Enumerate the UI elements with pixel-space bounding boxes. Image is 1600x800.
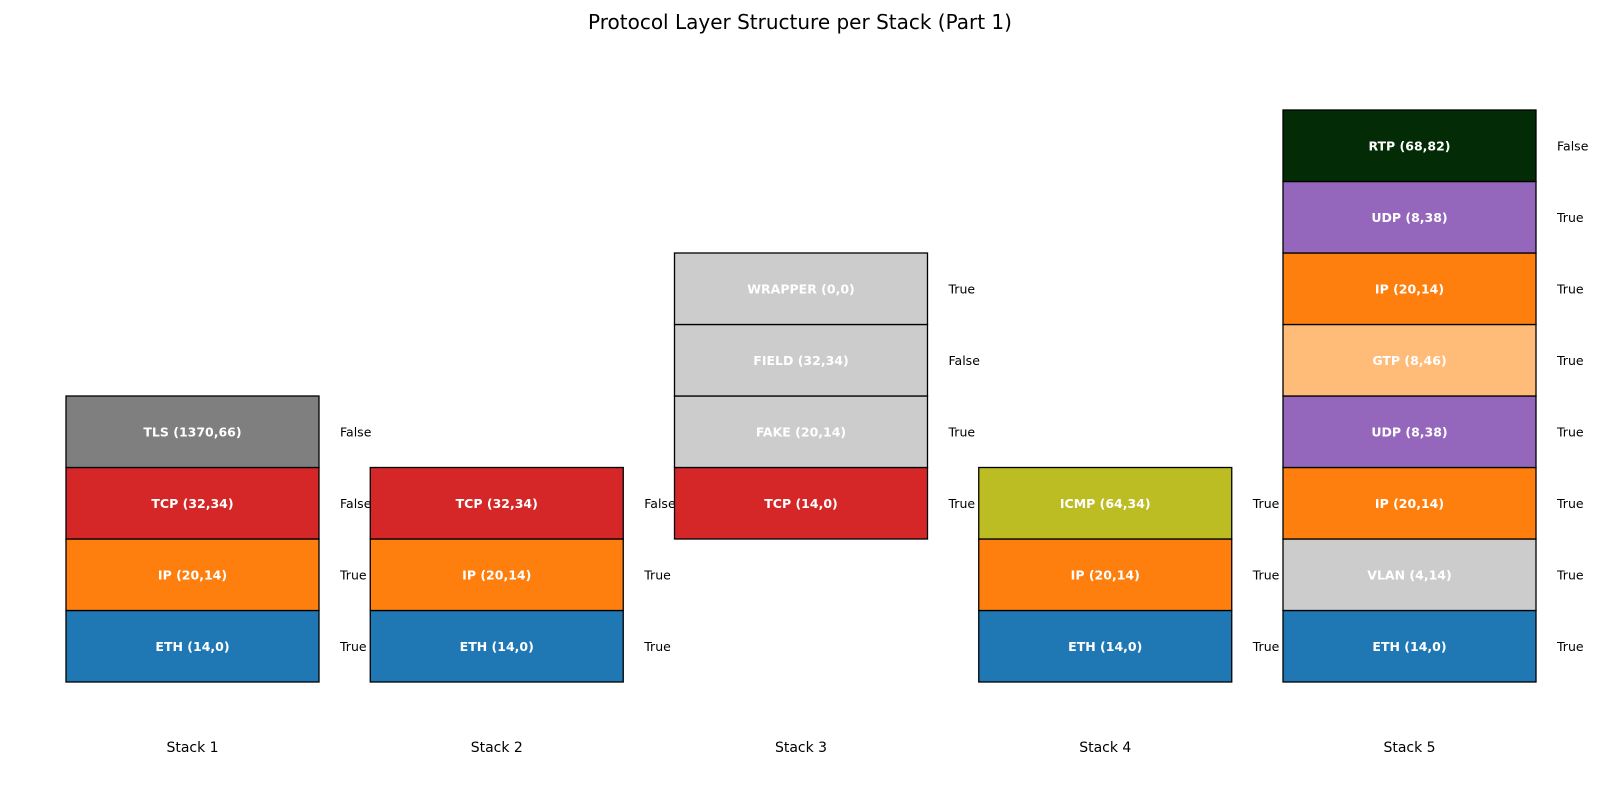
- layer-label: ETH (14,0): [1068, 639, 1142, 654]
- stack-label: Stack 4: [1079, 740, 1131, 756]
- layer-flag: True: [339, 639, 367, 654]
- layer-flag: True: [948, 424, 976, 439]
- layer-flag: True: [948, 496, 976, 511]
- layer-flag: True: [643, 567, 671, 582]
- layer-label: RTP (68,82): [1368, 138, 1450, 153]
- layer-label: IP (20,14): [462, 567, 531, 582]
- layer-block: [1282, 323, 1537, 397]
- layer-flag: False: [340, 424, 372, 439]
- layer-block: [1282, 109, 1537, 183]
- layer-block: [978, 609, 1233, 683]
- layer-flag: True: [1556, 353, 1584, 368]
- layer-flag: True: [643, 639, 671, 654]
- layer-block: [978, 538, 1233, 612]
- layer-block: [1282, 252, 1537, 326]
- layer-label: WRAPPER (0,0): [747, 281, 855, 296]
- layer-label: IP (20,14): [1375, 496, 1444, 511]
- layer-label: TCP (32,34): [456, 496, 538, 511]
- layer-block: [65, 466, 320, 540]
- layer-label: ETH (14,0): [155, 639, 229, 654]
- layer-block: [1282, 395, 1537, 469]
- layer-flag: False: [1557, 138, 1589, 153]
- layer-block: [673, 395, 929, 469]
- layer-flag: True: [1556, 496, 1584, 511]
- layer-label: TCP (14,0): [764, 496, 837, 511]
- layer-flag: False: [949, 353, 981, 368]
- layer-block: [65, 609, 320, 683]
- layer-label: IP (20,14): [158, 567, 227, 582]
- layer-block: [65, 395, 320, 469]
- layer-flag: True: [1252, 496, 1280, 511]
- layer-label: ETH (14,0): [460, 639, 534, 654]
- layer-block: [369, 466, 624, 540]
- chart-title: Protocol Layer Structure per Stack (Part…: [588, 10, 1012, 34]
- layer-label: ICMP (64,34): [1060, 496, 1151, 511]
- layer-flag: True: [339, 567, 367, 582]
- layer-block: [673, 466, 929, 540]
- layer-flag: True: [1556, 567, 1584, 582]
- layer-flag: True: [1556, 210, 1584, 225]
- layer-flag: False: [340, 496, 372, 511]
- layer-flag: True: [1556, 424, 1584, 439]
- layer-block: [673, 252, 929, 326]
- layer-label: UDP (8,38): [1371, 210, 1447, 225]
- layer-block: [1282, 609, 1537, 683]
- layer-flag: True: [1252, 639, 1280, 654]
- layer-flag: True: [1252, 567, 1280, 582]
- layer-label: IP (20,14): [1071, 567, 1140, 582]
- layer-label: VLAN (4,14): [1367, 567, 1451, 582]
- stack-label: Stack 2: [471, 740, 523, 756]
- layer-flag: True: [1556, 281, 1584, 296]
- layer-block: [369, 609, 624, 683]
- stack-label: Stack 5: [1383, 740, 1435, 756]
- layer-flag: True: [948, 281, 976, 296]
- layer-flag: False: [644, 496, 676, 511]
- layer-label: FAKE (20,14): [756, 424, 846, 439]
- layer-label: IP (20,14): [1375, 281, 1444, 296]
- stack-label: Stack 3: [775, 740, 827, 756]
- layer-label: FIELD (32,34): [753, 353, 848, 368]
- layer-label: UDP (8,38): [1371, 424, 1447, 439]
- layer-block: [1282, 538, 1537, 612]
- layer-block: [369, 538, 624, 612]
- layer-block: [978, 466, 1233, 540]
- layer-label: TCP (32,34): [151, 496, 233, 511]
- layer-label: GTP (8,46): [1372, 353, 1446, 368]
- layer-label: TLS (1370,66): [143, 424, 241, 439]
- layer-block: [1282, 466, 1537, 540]
- layer-label: ETH (14,0): [1372, 639, 1446, 654]
- layer-flag: True: [1556, 639, 1584, 654]
- stack-label: Stack 1: [166, 740, 218, 756]
